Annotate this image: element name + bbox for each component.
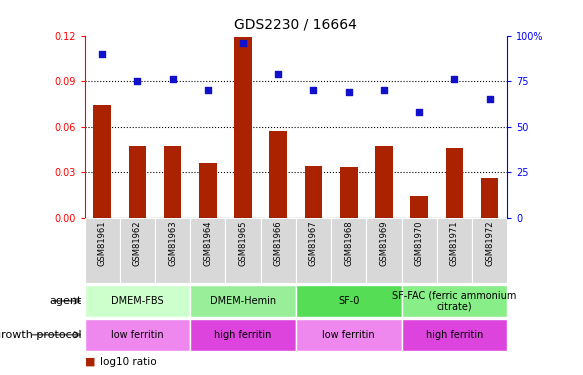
Bar bbox=[340, 168, 357, 217]
Text: DMEM-FBS: DMEM-FBS bbox=[111, 296, 164, 306]
Text: GSM81961: GSM81961 bbox=[97, 221, 107, 266]
Text: DMEM-Hemin: DMEM-Hemin bbox=[210, 296, 276, 306]
Bar bbox=[85, 285, 190, 317]
Text: GSM81963: GSM81963 bbox=[168, 221, 177, 266]
Bar bbox=[296, 319, 402, 351]
Bar bbox=[164, 146, 181, 218]
Text: GSM81968: GSM81968 bbox=[344, 221, 353, 266]
Bar bbox=[226, 217, 261, 283]
Bar bbox=[190, 217, 226, 283]
Text: GSM81970: GSM81970 bbox=[415, 221, 424, 266]
Text: GSM81966: GSM81966 bbox=[274, 221, 283, 266]
Bar bbox=[269, 131, 287, 218]
Text: SF-FAC (ferric ammonium
citrate): SF-FAC (ferric ammonium citrate) bbox=[392, 290, 517, 312]
Point bbox=[485, 96, 494, 102]
Text: GSM81964: GSM81964 bbox=[203, 221, 212, 266]
Bar bbox=[85, 319, 190, 351]
Point bbox=[380, 87, 389, 93]
Text: GSM81971: GSM81971 bbox=[450, 221, 459, 266]
Bar bbox=[296, 217, 331, 283]
Point bbox=[133, 78, 142, 84]
Text: GSM81967: GSM81967 bbox=[309, 221, 318, 266]
Point bbox=[238, 40, 248, 46]
Text: GSM81972: GSM81972 bbox=[485, 221, 494, 266]
Bar bbox=[402, 217, 437, 283]
Text: GSM81965: GSM81965 bbox=[238, 221, 248, 266]
Bar bbox=[437, 217, 472, 283]
Text: growth protocol: growth protocol bbox=[0, 330, 82, 340]
Bar bbox=[472, 217, 507, 283]
Text: GSM81969: GSM81969 bbox=[380, 221, 388, 266]
Bar bbox=[305, 166, 322, 218]
Point bbox=[97, 51, 107, 57]
Point bbox=[273, 71, 283, 77]
Bar bbox=[445, 148, 463, 217]
Title: GDS2230 / 16664: GDS2230 / 16664 bbox=[234, 18, 357, 32]
Bar bbox=[190, 285, 296, 317]
Text: SF-0: SF-0 bbox=[338, 296, 359, 306]
Bar bbox=[129, 146, 146, 218]
Bar bbox=[331, 217, 366, 283]
Bar bbox=[366, 217, 402, 283]
Bar bbox=[120, 217, 155, 283]
Text: low ferritin: low ferritin bbox=[322, 330, 375, 340]
Bar bbox=[481, 178, 498, 218]
Point bbox=[168, 76, 177, 82]
Bar bbox=[402, 319, 507, 351]
Bar bbox=[190, 319, 296, 351]
Bar bbox=[375, 146, 393, 218]
Bar bbox=[410, 196, 428, 217]
Bar bbox=[402, 285, 507, 317]
Bar bbox=[93, 105, 111, 218]
Text: high ferritin: high ferritin bbox=[215, 330, 272, 340]
Bar bbox=[261, 217, 296, 283]
Point bbox=[415, 109, 424, 115]
Point bbox=[449, 76, 459, 82]
Point bbox=[203, 87, 212, 93]
Bar bbox=[296, 285, 402, 317]
Bar bbox=[155, 217, 190, 283]
Text: log10 ratio: log10 ratio bbox=[100, 357, 157, 367]
Text: agent: agent bbox=[49, 296, 82, 306]
Bar bbox=[234, 37, 252, 218]
Point bbox=[344, 89, 353, 95]
Text: GSM81962: GSM81962 bbox=[133, 221, 142, 266]
Text: ■: ■ bbox=[85, 357, 95, 367]
Bar bbox=[85, 217, 120, 283]
Text: high ferritin: high ferritin bbox=[426, 330, 483, 340]
Point bbox=[309, 87, 318, 93]
Bar bbox=[199, 163, 217, 218]
Text: low ferritin: low ferritin bbox=[111, 330, 164, 340]
